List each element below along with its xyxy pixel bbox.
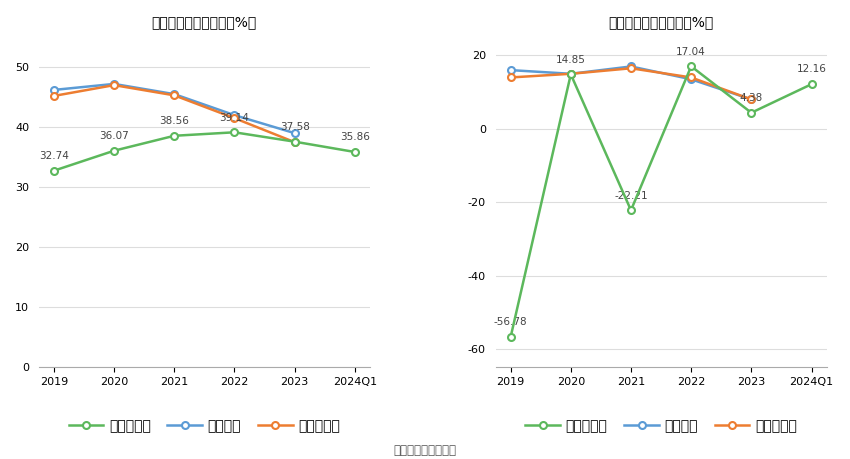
行业中位数 — [746, 97, 756, 102]
公司毛利率 — [109, 148, 119, 153]
Text: -22.21: -22.21 — [615, 190, 648, 201]
行业均値 — [506, 67, 516, 73]
Text: 数据来源：恒生聚源: 数据来源：恒生聚源 — [394, 444, 456, 457]
行业均値 — [626, 64, 636, 69]
行业均値 — [230, 112, 240, 118]
Text: 4.38: 4.38 — [740, 93, 763, 103]
Title: 历年毛利率变化情况（%）: 历年毛利率变化情况（%） — [151, 15, 257, 29]
公司净利率 — [807, 81, 817, 87]
公司毛利率 — [169, 133, 179, 139]
Text: -56.78: -56.78 — [494, 317, 528, 327]
公司净利率 — [746, 110, 756, 116]
行业中位数 — [566, 71, 576, 77]
Text: 35.86: 35.86 — [340, 132, 370, 142]
行业均値 — [290, 130, 300, 136]
Text: 36.07: 36.07 — [99, 131, 129, 141]
行业中位数 — [506, 75, 516, 80]
行业中位数 — [109, 82, 119, 88]
行业均値 — [746, 97, 756, 102]
行业均値 — [566, 71, 576, 77]
行业中位数 — [626, 66, 636, 71]
Legend: 公司毛利率, 行业均値, 行业中位数: 公司毛利率, 行业均値, 行业中位数 — [63, 414, 346, 439]
Title: 历年净利率变化情况（%）: 历年净利率变化情况（%） — [609, 15, 714, 29]
Line: 行业均値: 行业均値 — [507, 63, 755, 103]
Text: 12.16: 12.16 — [796, 64, 826, 74]
Text: 37.58: 37.58 — [280, 122, 309, 132]
公司毛利率 — [48, 168, 59, 174]
行业均値 — [109, 81, 119, 87]
公司净利率 — [506, 334, 516, 340]
行业中位数 — [169, 93, 179, 98]
公司净利率 — [566, 72, 576, 77]
Text: 39.14: 39.14 — [219, 112, 249, 123]
Text: 14.85: 14.85 — [556, 55, 586, 65]
公司净利率 — [686, 63, 696, 69]
公司毛利率 — [349, 149, 360, 155]
行业均値 — [169, 91, 179, 97]
Text: 17.04: 17.04 — [677, 46, 706, 56]
公司毛利率 — [230, 129, 240, 135]
Legend: 公司净利率, 行业均値, 行业中位数: 公司净利率, 行业均値, 行业中位数 — [520, 414, 802, 439]
行业中位数 — [48, 93, 59, 99]
公司毛利率 — [290, 139, 300, 145]
行业均値 — [48, 87, 59, 93]
行业中位数 — [230, 115, 240, 121]
公司净利率 — [626, 207, 636, 213]
Line: 公司净利率: 公司净利率 — [507, 63, 815, 341]
行业中位数 — [686, 75, 696, 80]
行业中位数 — [290, 140, 300, 145]
行业均値 — [686, 77, 696, 82]
Line: 公司毛利率: 公司毛利率 — [50, 129, 358, 174]
Text: 38.56: 38.56 — [159, 116, 190, 126]
Line: 行业中位数: 行业中位数 — [507, 65, 755, 103]
Text: 32.74: 32.74 — [39, 151, 69, 161]
Line: 行业中位数: 行业中位数 — [50, 82, 298, 146]
Line: 行业均値: 行业均値 — [50, 80, 298, 137]
